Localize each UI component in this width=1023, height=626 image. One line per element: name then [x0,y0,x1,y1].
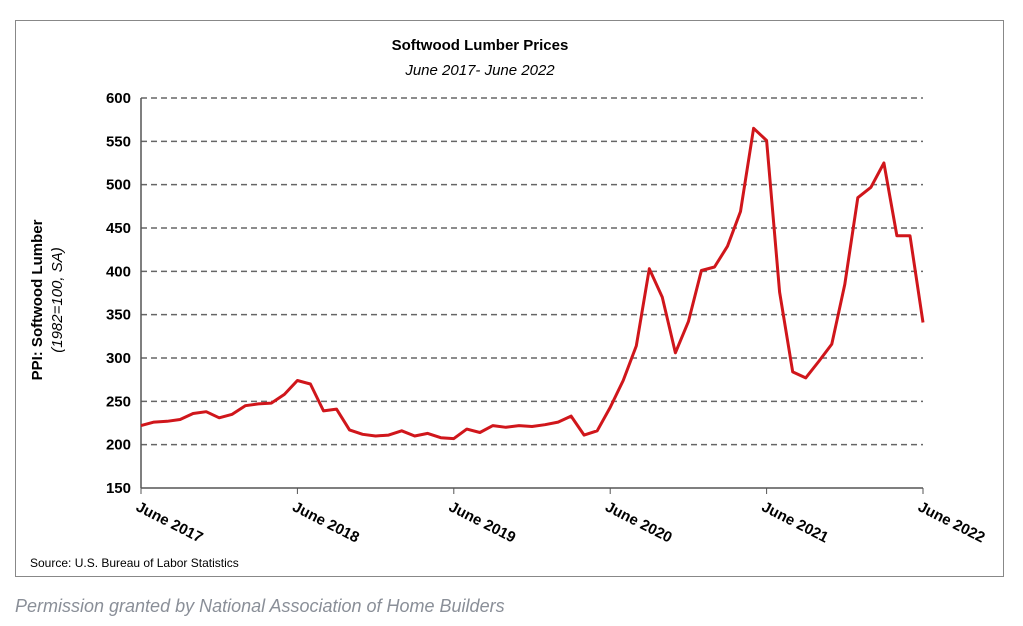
chart-frame [15,20,1004,577]
y-tick-label: 550 [106,133,131,150]
y-axis-sublabel: (1982=100, SA) [49,247,66,353]
x-tick-label: June 2020 [602,498,674,546]
y-tick-label: 400 [106,263,131,280]
lumber-price-chart: Softwood Lumber Prices June 2017- June 2… [29,37,988,570]
x-tick-label: June 2018 [290,498,362,546]
chart-title: Softwood Lumber Prices [392,37,569,54]
x-tick-label: June 2022 [915,498,987,546]
x-tick-label: June 2019 [446,498,518,546]
source-note: Source: U.S. Bureau of Labor Statistics [30,556,239,570]
y-tick-label: 300 [106,350,131,367]
y-tick-label: 600 [106,90,131,107]
x-tick-label: June 2017 [133,498,205,546]
chart-subtitle: June 2017- June 2022 [404,62,555,79]
image-caption: Permission granted by National Associati… [15,596,505,616]
y-axis-label: PPI: Softwood Lumber [29,219,46,380]
y-tick-label: 500 [106,177,131,194]
y-tick-label: 350 [106,307,131,324]
y-tick-label: 200 [106,437,131,454]
x-tick-label: June 2021 [759,498,831,546]
series-line [140,126,925,441]
y-tick-label: 450 [106,220,131,237]
y-tick-label: 150 [106,480,131,497]
y-tick-label: 250 [106,393,131,410]
